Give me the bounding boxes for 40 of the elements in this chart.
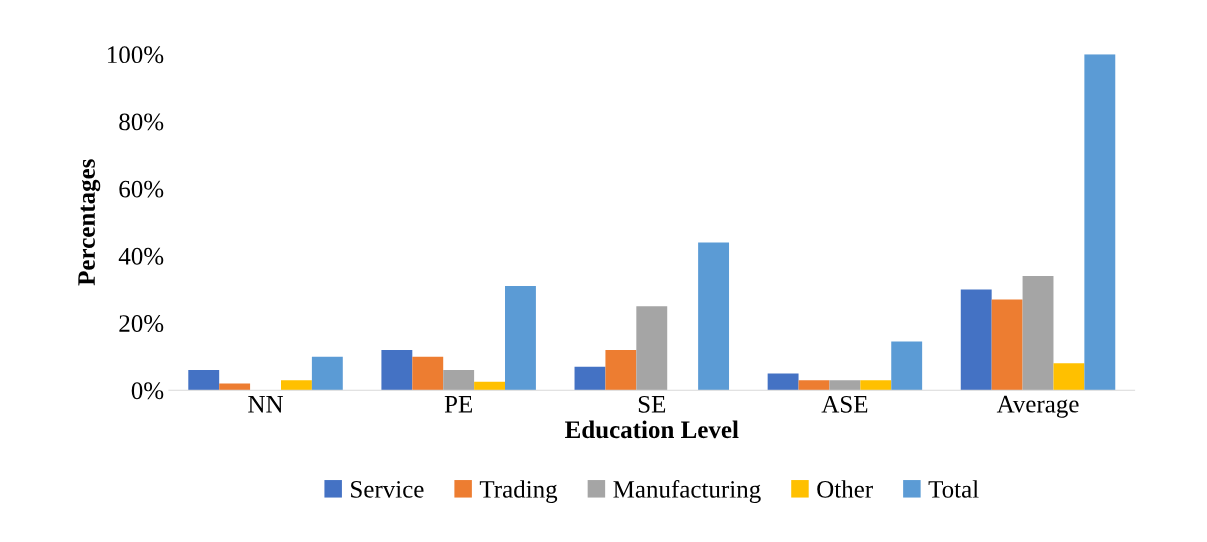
legend-label: Total xyxy=(928,480,979,498)
legend-label: Service xyxy=(351,480,424,498)
bar xyxy=(798,380,830,391)
bar xyxy=(381,349,413,391)
bar xyxy=(505,286,536,391)
x-tick-label: SE xyxy=(638,395,666,413)
x-tick-label: NN xyxy=(248,396,284,413)
bar xyxy=(1022,275,1054,391)
bar xyxy=(1053,363,1085,391)
x-tick-label: Average xyxy=(996,395,1079,418)
legend-label: Trading xyxy=(479,480,558,503)
bar xyxy=(891,341,923,391)
y-tick-label: 60% xyxy=(119,180,164,198)
bar xyxy=(636,306,668,391)
y-tick-label: 20% xyxy=(119,315,164,333)
bar xyxy=(991,299,1023,391)
y-tick-label: 0% xyxy=(131,382,164,400)
bar xyxy=(829,380,861,391)
y-tick-label: 80% xyxy=(119,113,164,131)
y-tick-label: 100% xyxy=(107,46,164,64)
bar xyxy=(311,356,343,391)
y-axis-title: Percentages xyxy=(78,159,101,286)
bar xyxy=(412,356,444,391)
bar xyxy=(1084,54,1116,391)
legend-label: Other xyxy=(817,480,873,498)
bar xyxy=(860,380,892,391)
legend-label: Manufacturing xyxy=(613,479,761,503)
bar xyxy=(188,370,220,391)
x-tick-label: PE xyxy=(444,396,473,413)
bar xyxy=(443,370,475,391)
x-axis-title: Education Level xyxy=(565,420,739,439)
bar xyxy=(474,381,506,391)
bar xyxy=(767,373,799,391)
y-tick-label: 40% xyxy=(118,247,164,265)
bar xyxy=(698,242,730,391)
bar xyxy=(280,380,312,391)
bar xyxy=(574,366,606,391)
bar xyxy=(960,289,992,391)
x-tick-label: ASE xyxy=(821,395,868,413)
bar xyxy=(605,349,637,391)
